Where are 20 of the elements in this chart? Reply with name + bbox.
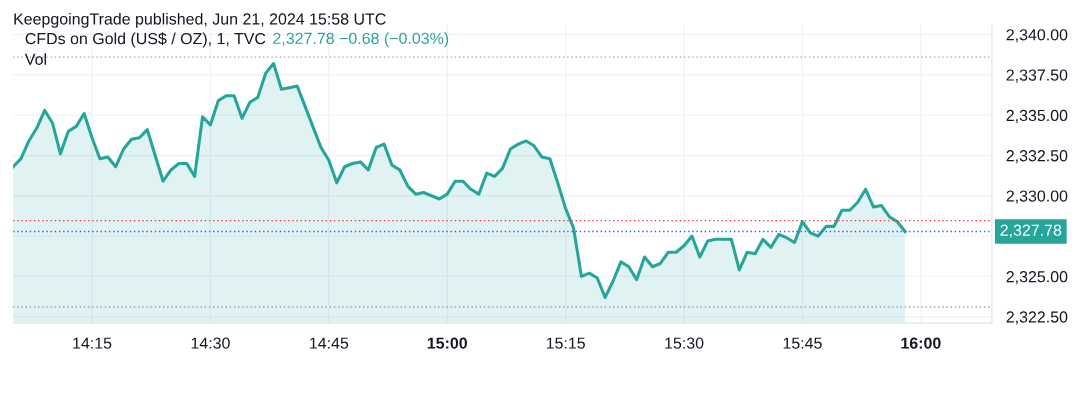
ref-line-label: 2,327.78 <box>1000 224 1062 238</box>
x-tick-label: 14:15 <box>73 337 112 349</box>
y-tick-label: 2,330.00 <box>1006 190 1068 204</box>
x-tick-label: 14:45 <box>310 337 349 349</box>
x-tick-label: 15:45 <box>783 337 822 349</box>
y-tick-label: 2,322.50 <box>1006 311 1068 325</box>
x-tick-label: 14:30 <box>191 337 230 349</box>
chart-title: CFDs on Gold (US$ / OZ), 1, TVC <box>25 32 266 48</box>
y-tick-label: 2,335.00 <box>1006 109 1068 123</box>
x-tick-label: 15:30 <box>665 337 704 349</box>
y-tick-label: 2,337.50 <box>1006 69 1068 83</box>
y-tick-label: 2,325.00 <box>1006 271 1068 285</box>
annotation: Vol <box>24 53 46 65</box>
x-tick-label: 16:00 <box>901 337 941 349</box>
x-tick-label: 15:15 <box>546 337 585 349</box>
x-tick-label: 15:00 <box>427 337 468 349</box>
chart-subtitle: 2,327.78 −0.68 (−0.03%) <box>273 32 449 48</box>
annotation: KeepgoingTrade published, Jun 21, 2024 15:58 UTC <box>14 12 386 28</box>
y-tick-label: 2,332.50 <box>1006 150 1068 164</box>
y-tick-label: 2,340.00 <box>1006 29 1068 43</box>
